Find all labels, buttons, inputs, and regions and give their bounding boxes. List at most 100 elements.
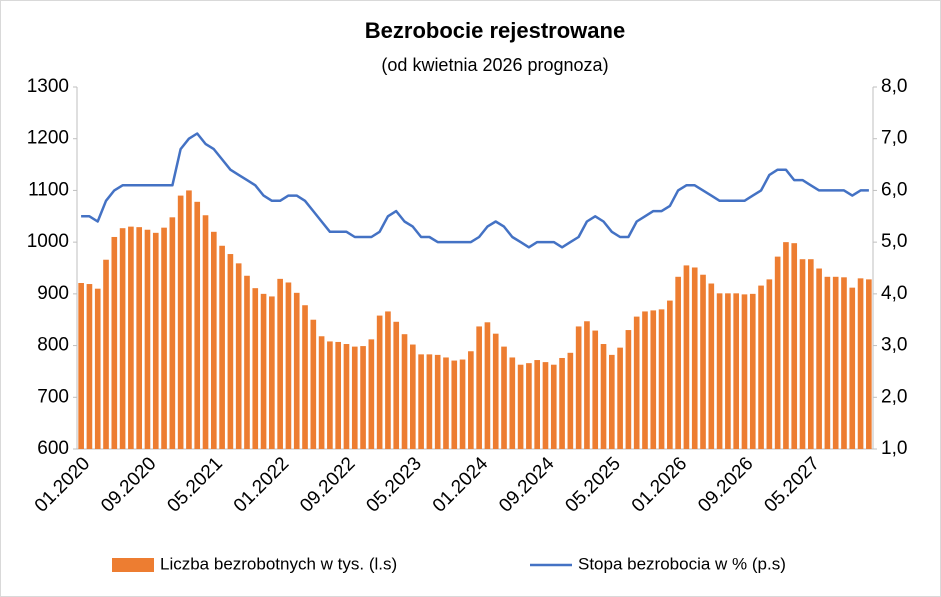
bar xyxy=(550,364,557,449)
bar xyxy=(484,322,491,449)
y2-tick-label: 5,0 xyxy=(881,231,907,252)
bar xyxy=(385,311,391,449)
bar xyxy=(733,293,740,449)
bar xyxy=(78,282,84,449)
y-tick-label: 1200 xyxy=(27,128,69,149)
bar xyxy=(94,288,101,449)
bar xyxy=(177,195,184,449)
bar xyxy=(783,242,789,449)
bar xyxy=(269,296,275,449)
y2-tick-label: 3,0 xyxy=(881,335,907,356)
bar xyxy=(816,268,822,449)
y-tick-label: 600 xyxy=(37,438,69,459)
y2-tick-label: 6,0 xyxy=(881,179,907,200)
bar xyxy=(716,293,723,449)
bar xyxy=(111,236,118,449)
bar xyxy=(625,330,632,449)
bar xyxy=(244,275,250,449)
y2-tick-label: 7,0 xyxy=(881,128,907,149)
y2-tick-label: 2,0 xyxy=(881,386,907,407)
bar xyxy=(866,279,872,449)
bar xyxy=(409,344,416,449)
bar xyxy=(600,344,607,449)
bar xyxy=(219,245,225,449)
bar xyxy=(708,283,715,449)
y-tick-label: 700 xyxy=(37,386,69,407)
bar xyxy=(675,276,681,449)
bar xyxy=(128,226,134,449)
bar xyxy=(691,267,698,449)
bar xyxy=(807,259,814,449)
bar xyxy=(526,363,532,449)
bar xyxy=(633,316,640,449)
line xyxy=(81,132,869,249)
bar xyxy=(857,278,864,449)
bar xyxy=(501,346,507,449)
bar xyxy=(608,354,615,449)
bar xyxy=(451,360,458,449)
bar xyxy=(302,305,308,449)
bar xyxy=(227,254,234,449)
bar xyxy=(443,357,449,449)
bar xyxy=(741,294,748,449)
bar xyxy=(667,300,673,449)
y2-tick-label: 1,0 xyxy=(881,438,907,459)
bar xyxy=(459,359,466,449)
bar xyxy=(169,217,176,449)
bar xyxy=(293,292,300,449)
bar xyxy=(136,227,143,449)
bar xyxy=(368,339,375,449)
bar xyxy=(617,347,623,449)
bar xyxy=(277,278,283,449)
bar xyxy=(260,293,267,449)
bar xyxy=(799,259,806,449)
bar xyxy=(849,287,856,449)
bar xyxy=(343,344,350,449)
bar xyxy=(832,276,839,449)
bar xyxy=(642,311,648,449)
bar xyxy=(393,321,400,449)
y2-tick-label: 4,0 xyxy=(881,283,907,304)
bar xyxy=(327,341,333,449)
bar xyxy=(335,341,342,449)
y-tick-label: 800 xyxy=(37,335,69,356)
bar xyxy=(103,259,109,449)
bar xyxy=(310,319,317,449)
bar xyxy=(186,190,192,449)
bar xyxy=(426,354,433,449)
bar xyxy=(161,227,167,449)
bar xyxy=(376,315,383,449)
bar xyxy=(650,310,657,449)
bar xyxy=(476,326,482,449)
chart-title: Bezrobocie rejestrowane xyxy=(365,18,625,43)
bar xyxy=(144,229,151,449)
bar xyxy=(152,232,159,449)
bar xyxy=(758,285,764,449)
bar xyxy=(542,362,549,449)
bar xyxy=(534,360,541,449)
legend-label: Liczba bezrobotnych w tys. (l.s) xyxy=(160,554,397,573)
bar xyxy=(252,288,259,449)
bar xyxy=(210,231,217,449)
y2-tick-label: 8,0 xyxy=(881,76,907,97)
bar xyxy=(766,279,773,449)
bar xyxy=(841,277,847,449)
bar xyxy=(774,256,781,449)
bar xyxy=(434,354,441,449)
bar xyxy=(749,293,756,449)
bar xyxy=(119,228,126,449)
y-tick-label: 1000 xyxy=(27,231,69,252)
bar xyxy=(318,336,325,449)
bar xyxy=(418,354,424,449)
bar xyxy=(683,265,690,449)
bar xyxy=(285,282,292,449)
bar xyxy=(824,276,831,449)
bar xyxy=(360,346,366,449)
y-tick-label: 1300 xyxy=(27,76,69,97)
bar xyxy=(575,326,582,449)
bar xyxy=(401,334,408,449)
bar xyxy=(194,201,201,449)
bar xyxy=(700,274,706,449)
bar xyxy=(584,321,590,449)
